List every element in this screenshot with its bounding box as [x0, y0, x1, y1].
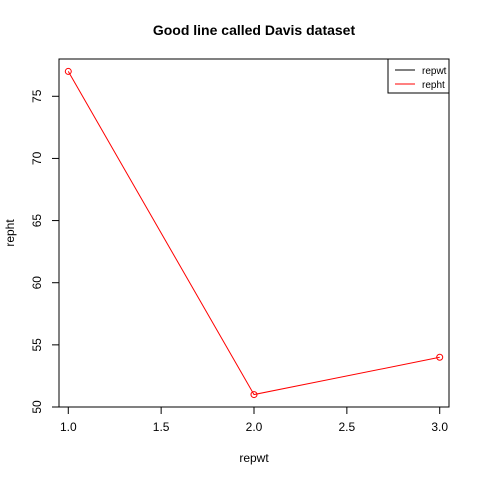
legend-label-repwt: repwt: [422, 66, 447, 77]
x-tick-label: 2.0: [246, 420, 263, 434]
chart-title: Good line called Davis dataset: [153, 22, 356, 38]
x-axis-label: repwt: [239, 451, 269, 465]
y-tick-label: 70: [30, 151, 44, 165]
x-axis: 1.0 1.5 2.0 2.5 3.0: [60, 406, 448, 434]
series-line-repht: [67, 71, 440, 396]
x-tick-label: 3.0: [431, 420, 448, 434]
y-axis-label: repht: [3, 219, 17, 247]
legend: repwt repht: [387, 58, 450, 94]
y-axis: 50 55 60 65 70 75: [30, 89, 60, 414]
series-layer: [64, 67, 444, 399]
data-point: [250, 391, 258, 399]
data-point: [64, 67, 72, 75]
data-point: [436, 353, 444, 361]
legend-label-repht: repht: [422, 80, 445, 91]
y-tick-label: 55: [30, 338, 44, 352]
y-tick-label: 75: [30, 89, 44, 103]
legend-box: [387, 58, 450, 94]
y-tick-label: 60: [30, 276, 44, 290]
x-tick-label: 2.5: [339, 420, 356, 434]
x-tick-label: 1.5: [153, 420, 170, 434]
y-tick-label: 65: [30, 214, 44, 228]
y-tick-label: 50: [30, 400, 44, 414]
x-tick-label: 1.0: [60, 420, 77, 434]
